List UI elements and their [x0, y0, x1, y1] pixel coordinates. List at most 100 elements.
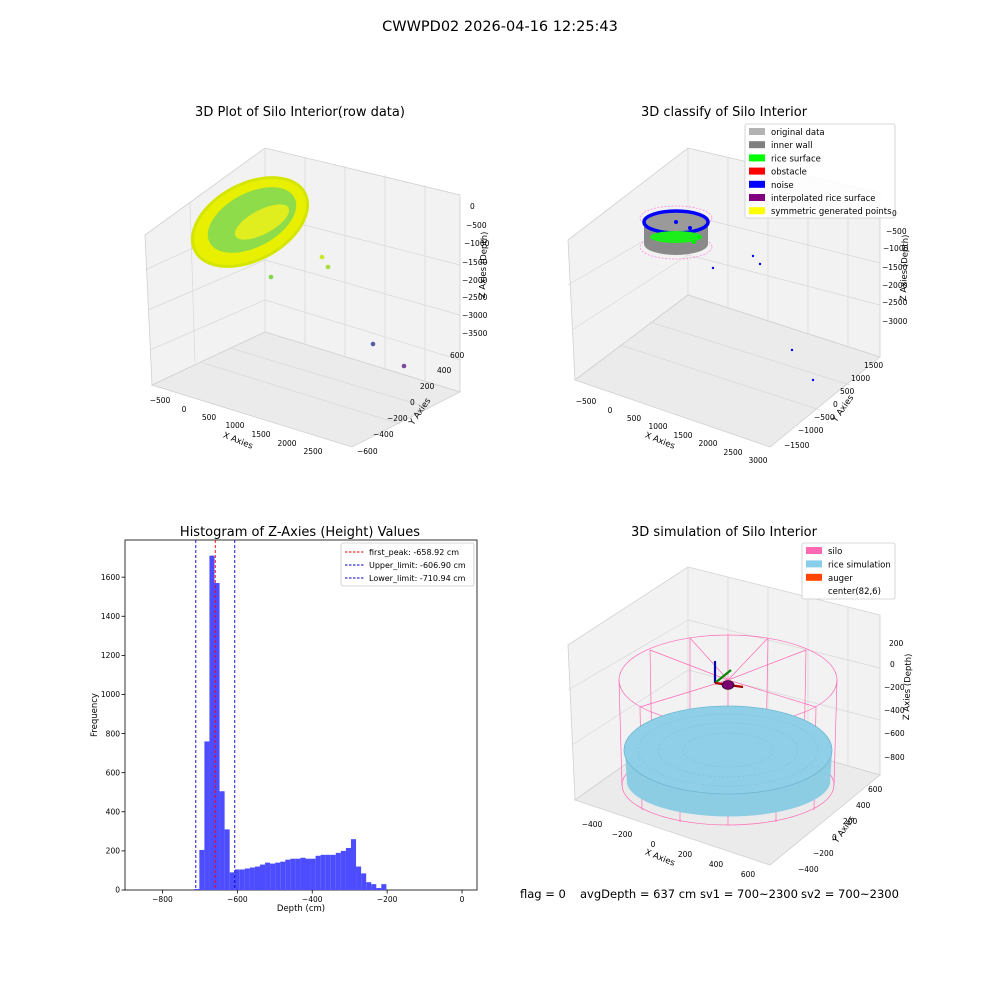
sim-x-tick: −200	[612, 830, 633, 839]
hist-y-tick-label: 800	[106, 729, 121, 738]
hist-reference-lines	[195, 540, 236, 890]
classify-silo-cluster	[639, 205, 713, 260]
hist-bar	[300, 857, 306, 890]
hist-bar	[320, 854, 326, 890]
sim-x-tick: 0	[651, 840, 656, 849]
raw-z-tick: −2500	[462, 293, 488, 302]
classify-y-tick: 1500	[864, 361, 883, 370]
classify-z-tick: −3000	[882, 317, 908, 326]
classify-z-label: Z Axies (Depth)	[899, 234, 911, 301]
hist-bar	[209, 555, 215, 890]
panel-raw-3d: 3D Plot of Silo Interior(row data)	[144, 105, 490, 456]
status-line: flag = 0 avgDepth = 637 cm sv1 = 700~230…	[0, 887, 1000, 907]
raw-x-tick: 2500	[303, 447, 322, 456]
classify-z-tick: −2000	[882, 281, 908, 290]
sim-z-tick: 200	[889, 639, 904, 648]
classify-z-tick: 0	[892, 209, 897, 218]
raw-z-tick: 0	[470, 202, 475, 211]
classify-y-tick: −1500	[784, 441, 810, 450]
hist-y-tick-label: 1200	[101, 651, 120, 660]
classify-legend-entry-label: symmetric generated points	[771, 207, 892, 217]
classify-legend-entry-swatch	[749, 167, 765, 175]
raw-x-tick: 1500	[251, 430, 270, 439]
hist-x-tick-label: −800	[152, 895, 173, 904]
hist-bar	[315, 855, 321, 890]
sim-legend-entry-swatch	[806, 573, 822, 581]
sim-y-tick: 0	[832, 833, 837, 842]
hist-bar	[265, 862, 271, 890]
hist-bar	[229, 872, 235, 890]
classify-x-tick: 2500	[723, 448, 742, 457]
classify-legend-entry-label: obstacle	[771, 168, 807, 178]
raw-x-tick: 1000	[225, 421, 244, 430]
sim-z-tick: −400	[884, 706, 905, 715]
sim-auger	[713, 661, 744, 690]
classify-z-tick: −1000	[883, 244, 909, 253]
hist-y-tick-label: 0	[115, 886, 120, 895]
hist-bar	[199, 849, 205, 890]
raw-z-tick: −1000	[464, 239, 490, 248]
sim-y-tick: 600	[868, 785, 883, 794]
hist-bar	[335, 852, 341, 890]
status-flag: flag = 0	[520, 887, 566, 901]
sim-z-label: Z Axies (Depth)	[902, 653, 914, 720]
classify-legend-entry-label: inner wall	[771, 141, 812, 151]
classify-legend-entry-label: interpolated rice surface	[771, 194, 876, 204]
hist-x-tick-label: −400	[302, 895, 323, 904]
classify-legend-entry-label: original data	[771, 128, 825, 138]
sim-legend-entry-swatch	[806, 547, 822, 554]
hist-bar	[254, 866, 260, 890]
raw-x-label: X Axies	[221, 431, 254, 452]
hist-y-tick-label: 1600	[101, 573, 120, 582]
hist-x-tick-label: −200	[377, 895, 398, 904]
raw-z-tick: −2000	[462, 276, 488, 285]
classify-x-tick: 1500	[673, 431, 692, 440]
sim-x-tick: 200	[678, 850, 693, 859]
sim-legend-entry-label: rice simulation	[828, 560, 891, 570]
classify-legend-entry-swatch	[749, 207, 765, 215]
sim-y-tick: −400	[798, 865, 819, 874]
hist-title: Histogram of Z-Axies (Height) Values	[180, 525, 420, 540]
raw-z-tick: −500	[466, 221, 487, 230]
classify-x-tick: −500	[576, 397, 597, 406]
classify-legend-entry-swatch	[749, 180, 765, 188]
sim-x-tick: −400	[582, 820, 603, 829]
hist-plot-area	[124, 539, 478, 891]
hist-bar	[280, 861, 286, 890]
sim-legend: silo rice simulation auger center(82,6)	[801, 542, 896, 600]
hist-bar	[290, 858, 296, 890]
hist-bar	[305, 858, 311, 890]
classify-y-tick: −1000	[798, 426, 824, 435]
classify-y-tick: −500	[814, 413, 835, 422]
classify-x-tick: 3000	[748, 456, 767, 465]
hist-bar	[295, 858, 301, 890]
raw-x-tick: 0	[182, 405, 187, 414]
classify-legend-entry-label: rice surface	[771, 154, 821, 164]
hist-bar	[194, 889, 200, 890]
hist-bar	[325, 854, 331, 890]
classify-z-tick: −2500	[882, 298, 908, 307]
hist-y-tick-label: 1000	[101, 690, 120, 699]
sim-z-tick: −200	[884, 683, 905, 692]
classify-x-tick: 2000	[698, 439, 717, 448]
hist-bar	[361, 873, 367, 890]
raw-floor-pane	[150, 331, 462, 448]
hist-bar	[310, 858, 316, 890]
hist-bar	[381, 884, 387, 890]
sim-legend-entry-label: center(82,6)	[828, 587, 881, 597]
sim-x-label: X Axies	[643, 848, 676, 869]
sim-y-tick: 400	[856, 801, 871, 810]
raw-y-tick: −200	[387, 414, 408, 423]
hist-y-label: Frequency	[90, 693, 100, 737]
classify-z-tick: −500	[886, 227, 907, 236]
hist-legend-upper-limit: Upper_limit: -606.90 cm	[369, 561, 466, 570]
hist-bars	[194, 555, 387, 890]
sim-rice-surface	[623, 705, 833, 817]
hist-y-tick-label: 600	[106, 768, 121, 777]
hist-bar	[345, 847, 351, 890]
hist-bar	[366, 882, 372, 890]
raw-cloud-surface	[234, 204, 290, 240]
classify-y-tick: 500	[840, 387, 855, 396]
hist-bar	[224, 829, 230, 890]
